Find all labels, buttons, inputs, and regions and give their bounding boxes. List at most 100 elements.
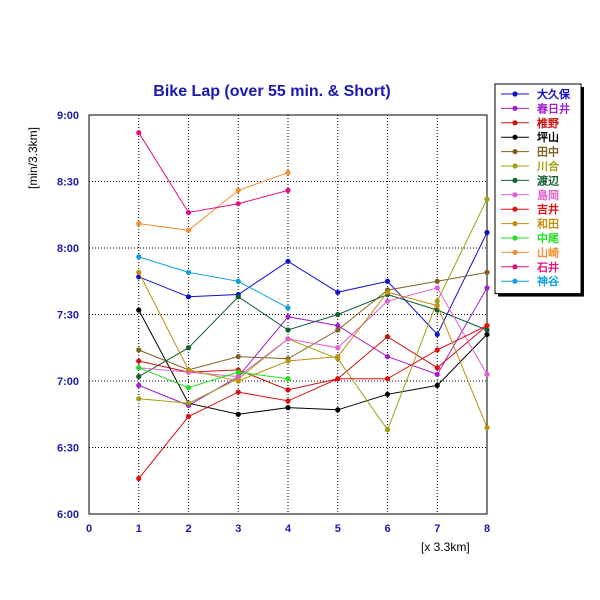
data-point [185,269,192,275]
data-point [136,373,142,380]
legend-swatch-marker [512,264,518,270]
data-point [235,369,241,375]
legend-item: 中尾 [501,231,559,245]
legend-item: 田中 [501,145,559,159]
data-point [384,289,391,295]
x-tick-label: 3 [235,523,241,535]
data-point [185,400,192,406]
y-tick-label: 7:00 [57,376,79,388]
series-line [138,367,289,389]
data-point [285,336,291,342]
data-point [285,187,291,193]
data-point [434,382,440,389]
legend-item: 春日井 [501,101,570,115]
legend-item: 和田 [501,217,559,231]
series-line [138,309,488,415]
data-point [384,427,391,433]
data-point [335,311,341,318]
legend-item: 椎野 [501,116,559,130]
data-point [335,376,341,382]
legend-label: 石井 [536,260,559,274]
data-point [285,405,291,411]
series-吉井 [136,322,490,482]
legend-label: 川合 [536,159,560,173]
x-tick-label: 2 [185,523,191,535]
data-point [484,322,490,329]
data-point [235,294,241,300]
data-point [384,334,391,340]
data-point [335,289,341,295]
series-石井 [136,130,291,216]
data-point [235,411,241,417]
x-tick-label: 1 [136,523,142,535]
series-line [138,198,488,431]
legend-item: 川合 [501,159,560,173]
legend-box [494,83,582,295]
series-line [138,132,289,214]
data-point [285,305,291,311]
data-point [136,396,142,402]
data-point [285,327,291,333]
data-point [384,391,391,397]
legend-item: 石井 [501,260,559,274]
series-layer [136,130,490,482]
legend-label: 島岡 [537,188,559,202]
data-point [136,221,142,227]
series-line [138,325,488,479]
y-tick-label: 9:00 [57,110,79,122]
legend-item: 坪山 [501,130,559,144]
legend-label: 春日井 [537,101,570,115]
series-line [138,287,488,406]
data-point [235,278,241,284]
data-point [384,278,391,284]
legend-swatch-marker [512,206,518,212]
series-line [138,293,488,378]
legend-label: 大久保 [537,87,571,101]
legend-swatch-marker [512,249,518,255]
data-point [335,322,341,329]
data-point [484,424,490,431]
legend-label: 坪山 [537,130,559,144]
y-axis-label: [min/3.3km] [26,127,40,189]
legend-swatch-marker [512,134,518,140]
series-島岡 [136,285,490,380]
legend-swatch-marker [512,163,518,169]
legend-item: 島岡 [501,188,559,202]
data-point [434,347,440,353]
data-point [285,376,291,382]
data-point [136,130,142,136]
legend-label: 椎野 [536,116,559,130]
legend-label: 和田 [537,217,559,231]
y-tick-label: 6:00 [57,509,79,521]
x-tick-label: 6 [384,523,390,535]
legend-swatch-marker [512,177,518,183]
series-田中 [136,269,490,373]
legend-label: 山崎 [537,245,559,259]
x-tick-label: 4 [285,523,292,535]
y-tick-label: 8:30 [57,177,79,189]
data-point [185,413,192,420]
data-point [185,294,192,300]
data-point [136,347,142,353]
data-point [285,387,291,393]
data-point [136,365,142,371]
x-tick-label: 8 [484,523,490,535]
data-point [235,354,241,360]
series-line [138,271,488,371]
data-point [484,269,490,275]
data-point [484,331,490,338]
data-point [434,303,440,309]
legend-item: 山崎 [501,245,559,259]
series-和田 [136,269,490,431]
plot-frame [88,114,488,515]
data-point [285,358,291,364]
data-point [434,298,440,304]
legend-swatch-marker [512,91,518,97]
legend-swatch-marker [512,105,518,111]
data-point [235,389,241,395]
data-point [185,385,192,391]
data-point [185,345,192,351]
legend-swatch-marker [512,221,518,227]
